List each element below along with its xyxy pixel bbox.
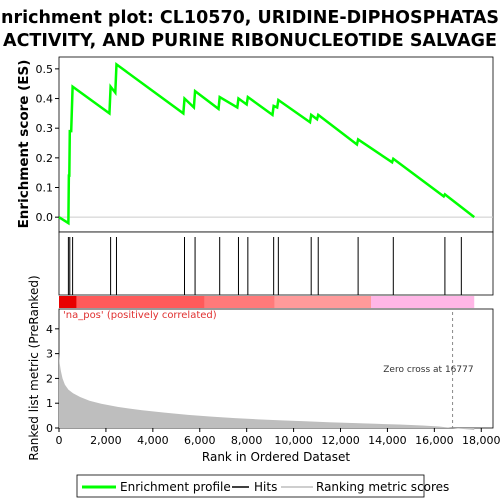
es-y-tick-label: 0.0 — [36, 211, 54, 224]
es-y-tick-label: 0.4 — [36, 93, 54, 106]
metric-panel: Zero cross at 16777 'na_pos' (positively… — [27, 275, 500, 464]
color-bar-segment — [76, 296, 205, 308]
hit-marks — [67, 237, 462, 295]
metric-y-tick-label: 0 — [46, 422, 53, 435]
x-tick-label: 16,000 — [415, 434, 454, 447]
metric-area — [59, 353, 475, 430]
legend: Enrichment profile Hits Ranking metric s… — [76, 474, 449, 498]
chart-title-line2: ACTIVITY, AND PURINE RIBONUCLEOTIDE SALV… — [3, 31, 497, 51]
x-tick-label: 6,000 — [184, 434, 216, 447]
enrichment-profile-line — [58, 62, 476, 226]
x-axis-label: Rank in Ordered Dataset — [202, 450, 350, 464]
es-y-ticks: 0.0 0.1 0.2 0.3 0.4 0.5 — [36, 63, 59, 224]
legend-hits-label: Hits — [254, 480, 277, 494]
color-bar-segment — [371, 296, 475, 308]
hits-panel — [58, 231, 494, 296]
es-y-tick-label: 0.3 — [36, 122, 54, 135]
x-tick-label: 2,000 — [90, 434, 122, 447]
legend-frame — [76, 474, 425, 498]
hits-panel-frame — [58, 231, 494, 296]
metric-x-ticks: 0 2,000 4,000 6,000 8,000 10,000 12,000 14,000 1… — [56, 428, 500, 447]
es-y-axis-label: Enrichment score (ES) — [16, 60, 32, 229]
color-bar-segment — [59, 296, 77, 308]
x-tick-label: 4,000 — [137, 434, 169, 447]
es-panel: 0.0 0.1 0.2 0.3 0.4 0.5 Enrichment score (ES) — [16, 56, 494, 233]
metric-y-tick-label: 3 — [46, 348, 53, 361]
x-tick-label: 8,000 — [231, 434, 263, 447]
rank-color-bar — [59, 296, 475, 308]
metric-y-tick-label: 1 — [46, 397, 53, 410]
x-tick-label: 14,000 — [368, 434, 407, 447]
metric-y-tick-label: 2 — [46, 372, 53, 385]
x-tick-label: 12,000 — [321, 434, 360, 447]
x-tick-label: 10,000 — [274, 434, 313, 447]
zero-cross-label: Zero cross at 16777 — [383, 365, 473, 375]
legend-metric-label: Ranking metric scores — [316, 480, 449, 494]
legend-enrichment-label: Enrichment profile — [120, 480, 231, 494]
x-tick-label: 18,000 — [462, 434, 500, 447]
es-panel-frame — [58, 56, 494, 233]
metric-y-ticks: 0 1 2 3 4 — [46, 323, 59, 435]
positive-correlation-label: 'na_pos' (positively correlated) — [63, 310, 217, 321]
color-bar-segment — [204, 296, 275, 308]
metric-panel-frame — [58, 308, 494, 429]
metric-y-axis-label: Ranked list metric (PreRanked) — [27, 275, 41, 460]
es-y-tick-label: 0.1 — [36, 182, 54, 195]
color-bar-segment — [274, 296, 372, 308]
metric-y-tick-label: 4 — [46, 323, 53, 336]
es-y-tick-label: 0.2 — [36, 152, 54, 165]
x-tick-label: 0 — [56, 434, 63, 447]
es-y-tick-label: 0.5 — [36, 63, 54, 76]
chart-title-line1: Enrichment plot: CL10570, URIDINE-DIPHOS… — [0, 8, 500, 28]
